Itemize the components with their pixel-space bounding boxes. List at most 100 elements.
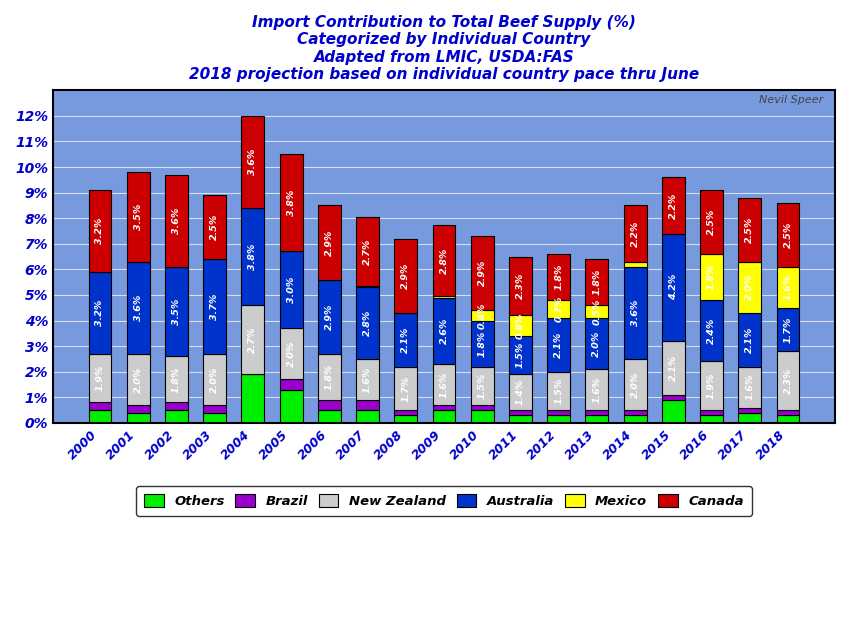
Bar — [777, 308, 800, 351]
Text: 1.6%: 1.6% — [592, 376, 602, 403]
Bar — [509, 410, 532, 415]
Text: 1.5%: 1.5% — [478, 373, 487, 399]
Text: 1.8%: 1.8% — [707, 264, 716, 290]
Bar — [280, 389, 303, 423]
Text: Nevil Speer: Nevil Speer — [759, 95, 824, 106]
Bar — [777, 410, 800, 415]
Bar — [203, 405, 226, 413]
Bar — [127, 354, 150, 405]
Bar — [241, 116, 264, 208]
Bar — [777, 351, 800, 410]
Bar — [165, 357, 188, 402]
Text: 3.6%: 3.6% — [248, 149, 258, 175]
Bar — [662, 341, 685, 395]
Bar — [624, 410, 647, 415]
Text: 2.8%: 2.8% — [439, 247, 449, 273]
Bar — [203, 413, 226, 423]
Bar — [509, 336, 532, 375]
Text: 1.9%: 1.9% — [707, 373, 716, 399]
Bar — [586, 259, 609, 305]
Bar — [739, 413, 762, 423]
Bar — [509, 315, 532, 336]
Bar — [394, 410, 417, 415]
Bar — [547, 254, 570, 300]
Text: 1.7%: 1.7% — [401, 375, 411, 402]
Text: 2.3%: 2.3% — [784, 368, 792, 394]
Text: 3.8%: 3.8% — [286, 189, 296, 216]
Bar — [586, 415, 609, 423]
Text: 2.9%: 2.9% — [478, 260, 487, 286]
Bar — [203, 195, 226, 259]
Legend: Others, Brazil, New Zealand, Australia, Mexico, Canada: Others, Brazil, New Zealand, Australia, … — [136, 486, 751, 516]
Bar — [586, 369, 609, 410]
Bar — [700, 190, 723, 254]
Bar — [547, 410, 570, 415]
Bar — [509, 415, 532, 423]
Text: 2.0%: 2.0% — [286, 341, 296, 367]
Bar — [700, 300, 723, 362]
Text: 1.8%: 1.8% — [554, 264, 564, 290]
Text: 2.0%: 2.0% — [631, 371, 639, 398]
Text: 2.9%: 2.9% — [325, 230, 334, 255]
Text: 2.0%: 2.0% — [745, 274, 754, 300]
Bar — [700, 410, 723, 415]
Bar — [433, 225, 456, 296]
Bar — [700, 362, 723, 410]
Text: 2.2%: 2.2% — [631, 220, 639, 247]
Text: 3.6%: 3.6% — [631, 300, 639, 326]
Text: 3.7%: 3.7% — [210, 293, 219, 320]
Bar — [203, 354, 226, 405]
Bar — [241, 375, 264, 423]
Text: 2.4%: 2.4% — [707, 318, 716, 344]
Bar — [318, 280, 341, 354]
Bar — [88, 410, 111, 423]
Bar — [356, 217, 379, 286]
Text: 2.8%: 2.8% — [363, 310, 372, 336]
Text: 3.5%: 3.5% — [133, 204, 143, 230]
Bar — [777, 415, 800, 423]
Bar — [203, 259, 226, 354]
Bar — [241, 305, 264, 375]
Bar — [394, 239, 417, 313]
Bar — [624, 359, 647, 410]
Text: 2.1%: 2.1% — [554, 332, 564, 358]
Bar — [318, 400, 341, 410]
Text: 3.2%: 3.2% — [95, 218, 105, 244]
Text: 1.8%: 1.8% — [172, 366, 181, 392]
Bar — [739, 198, 762, 262]
Bar — [586, 410, 609, 415]
Text: 3.6%: 3.6% — [133, 294, 143, 321]
Text: 3.0%: 3.0% — [286, 276, 296, 303]
Bar — [471, 310, 494, 321]
Text: 1.8%: 1.8% — [592, 269, 602, 296]
Bar — [280, 154, 303, 252]
Bar — [509, 375, 532, 410]
Text: 2.1%: 2.1% — [669, 355, 677, 381]
Text: 0.4%: 0.4% — [478, 302, 487, 329]
Bar — [165, 267, 188, 357]
Text: 2.1%: 2.1% — [745, 326, 754, 353]
Bar — [586, 318, 609, 369]
Bar — [662, 400, 685, 423]
Text: 2.9%: 2.9% — [325, 304, 334, 330]
Bar — [433, 296, 456, 297]
Bar — [318, 205, 341, 280]
Bar — [318, 354, 341, 400]
Bar — [586, 305, 609, 318]
Bar — [433, 410, 456, 423]
Text: 2.7%: 2.7% — [363, 238, 372, 265]
Text: 3.2%: 3.2% — [95, 300, 105, 326]
Text: 1.5%: 1.5% — [516, 342, 525, 368]
Bar — [318, 410, 341, 423]
Bar — [127, 172, 150, 262]
Text: 1.6%: 1.6% — [439, 371, 449, 398]
Bar — [547, 415, 570, 423]
Text: 1.9%: 1.9% — [95, 365, 105, 391]
Text: 2.0%: 2.0% — [133, 366, 143, 392]
Bar — [777, 203, 800, 267]
Bar — [127, 405, 150, 413]
Bar — [662, 234, 685, 341]
Bar — [356, 410, 379, 423]
Bar — [88, 190, 111, 272]
Text: 2.5%: 2.5% — [784, 222, 792, 248]
